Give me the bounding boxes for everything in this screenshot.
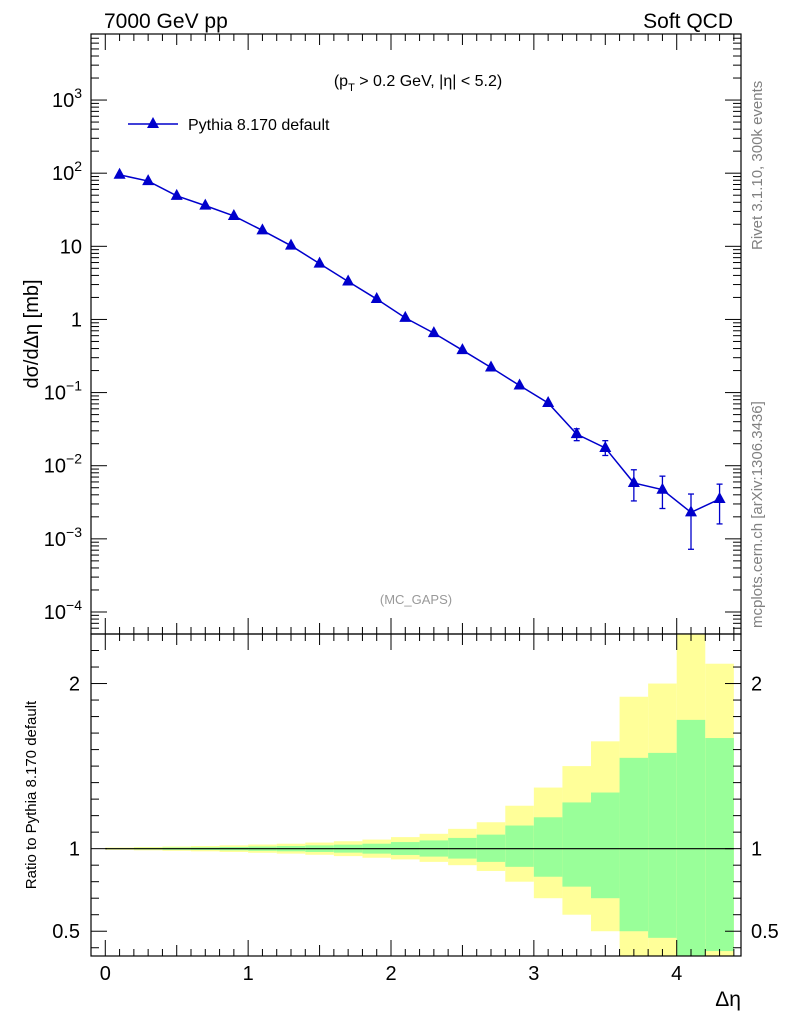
data-point-triangle [313, 256, 326, 268]
data-point-triangle [627, 476, 640, 488]
data-point-triangle [342, 274, 355, 286]
cut-annotation-pre: (p [334, 73, 348, 90]
main-y-tick-label: 102 [52, 158, 82, 185]
energy-header: 7000 GeV pp [104, 10, 228, 33]
ratio-inner-band [505, 825, 534, 867]
x-tick-label: 2 [385, 963, 396, 985]
data-point-triangle [170, 188, 183, 200]
data-point-triangle [227, 208, 240, 220]
ratio-axis-ticks [90, 634, 741, 956]
ratio-inner-band [619, 757, 649, 932]
ratio-y-tick-label-right: 1 [751, 839, 762, 861]
data-point-triangle [199, 198, 212, 210]
main-y-tick-label: 10 [60, 236, 82, 258]
ratio-y-axis-label: Ratio to Pythia 8.170 default [23, 700, 40, 889]
ratio-inner-band [591, 792, 620, 899]
main-y-tick-label: 103 [52, 85, 82, 112]
ratio-tick-labels: 0.5 0.5 1 1 2 2 0 1 2 3 4 [52, 674, 779, 985]
main-y-axis-label: dσ/dΔη [mb] [21, 279, 43, 388]
data-point-triangle [142, 174, 155, 186]
main-y-tick-label: 10−1 [44, 378, 82, 405]
main-y-tick-label: 10−2 [44, 451, 82, 478]
ratio-inner-band [533, 817, 563, 877]
ratio-y-tick-label: 0.5 [52, 921, 80, 943]
main-axis-ticks [90, 33, 741, 635]
legend-label: Pythia 8.170 default [188, 117, 330, 134]
data-point-triangle [513, 378, 526, 390]
legend-marker-triangle [147, 117, 159, 128]
legend: Pythia 8.170 default [128, 117, 330, 134]
data-point-triangle [285, 238, 297, 250]
rivet-label: Rivet 3.1.10, 300k events [749, 81, 766, 250]
data-point-triangle [713, 492, 726, 504]
main-y-tick-label: 1 [71, 309, 82, 331]
main-y-tick-label: 10−4 [44, 597, 82, 624]
ratio-y-tick-label-right: 2 [751, 674, 762, 696]
ratio-frame [90, 633, 742, 957]
ratio-y-tick-label-right: 0.5 [751, 921, 779, 943]
cut-annotation: (pT > 0.2 GeV, |η| < 5.2) [334, 73, 502, 94]
process-header: Soft QCD [643, 10, 733, 33]
data-point-triangle [256, 223, 269, 235]
x-tick-label: 1 [243, 963, 254, 985]
analysis-watermark: (MC_GAPS) [380, 592, 452, 607]
ratio-inner-band [705, 738, 734, 952]
ratio-inner-band [562, 802, 591, 887]
series-pythia [113, 167, 726, 550]
cut-annotation-post: > 0.2 GeV, |η| < 5.2) [355, 73, 502, 90]
data-point-triangle [485, 360, 497, 372]
data-point-triangle [599, 440, 612, 452]
ratio-y-tick-label: 2 [69, 674, 80, 696]
x-axis-label: Δη [715, 988, 741, 1011]
data-point-triangle [427, 326, 440, 338]
mcplots-label: mcplots.cern.ch [arXiv:1306.3436] [749, 401, 766, 628]
ratio-bands [105, 634, 734, 956]
data-point-triangle [399, 310, 412, 322]
data-point-triangle [456, 343, 469, 355]
ratio-inner-band [648, 752, 677, 938]
main-y-tick-label: 10−3 [44, 524, 82, 551]
series-line [119, 174, 720, 514]
data-point-triangle [113, 167, 126, 179]
data-point-triangle [370, 292, 383, 304]
ratio-inner-band [676, 719, 706, 956]
x-tick-label: 3 [528, 963, 539, 985]
ratio-y-tick-label: 1 [69, 839, 80, 861]
data-point-triangle [656, 482, 669, 494]
data-point-triangle [685, 505, 697, 517]
cut-annotation-sub: T [348, 82, 355, 94]
x-tick-label: 0 [100, 963, 111, 985]
x-tick-label: 4 [671, 963, 682, 985]
ratio-panel: 0.5 0.5 1 1 2 2 0 1 2 3 4 Ratio to Pythia 8.170 de… [23, 633, 779, 1011]
data-point-triangle [570, 427, 583, 439]
data-point-triangle [542, 396, 555, 408]
